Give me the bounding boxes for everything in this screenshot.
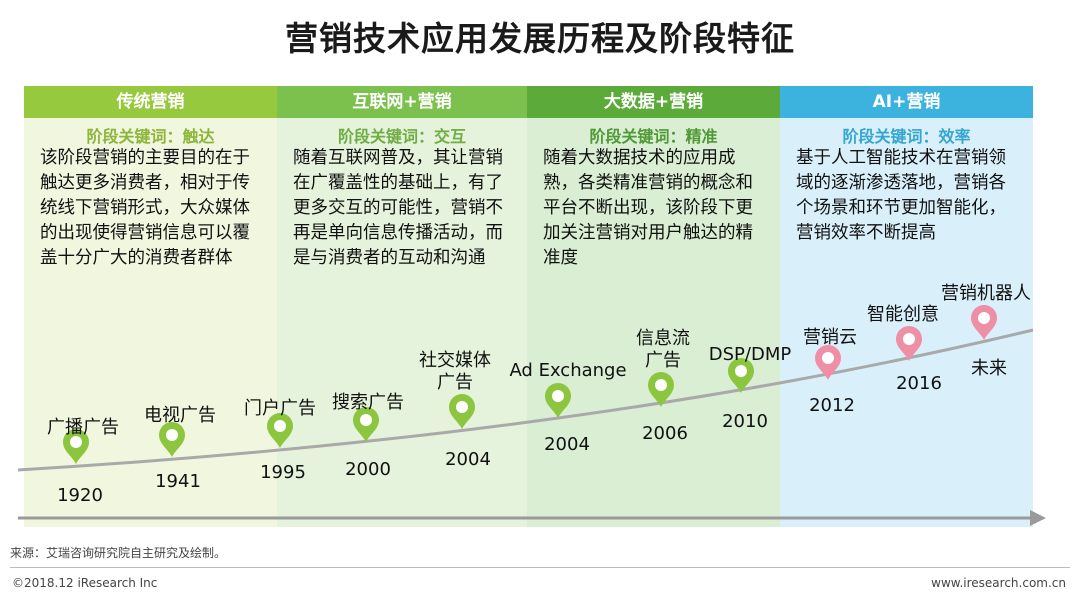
stage-header: 大数据+营销 — [527, 86, 780, 118]
milestone-markers — [63, 305, 997, 464]
map-pin-dot — [903, 333, 915, 345]
map-pin-dot — [552, 390, 564, 402]
milestone-year: 未来 — [971, 358, 1007, 379]
stage-panel-internet: 互联网+营销 阶段关键词：交互 随着互联网普及，其让营销在广覆盖性的基础上，有了… — [277, 86, 527, 527]
copyright-text: ©2018.12 iResearch Inc — [12, 576, 158, 590]
map-pin-dot — [166, 429, 178, 441]
stage-header: AI+营销 — [780, 86, 1033, 118]
stage-keyword: 阶段关键词：效率 — [842, 127, 971, 146]
time-axis-arrowhead — [1030, 510, 1046, 526]
page-title: 营销技术应用发展历程及阶段特征 — [285, 19, 795, 58]
stage-description: 随着大数据技术的应用成熟，各类精准营销的概念和平台不断出现，该阶段下更加关注营销… — [543, 148, 753, 268]
milestone-name: 营销云 — [803, 327, 857, 348]
growth-curve — [17, 328, 1034, 472]
milestone-name: 营销机器人 — [941, 283, 1031, 304]
milestone-year: 2000 — [345, 459, 391, 480]
milestone-name: 广播广告 — [47, 417, 119, 438]
stage-description: 基于人工智能技术在营销领域的逐渐渗透落地，营销各个场景和环节更加智能化，营销效率… — [796, 148, 1006, 243]
milestone-name: 搜索广告 — [332, 392, 404, 413]
milestone-year: 2004 — [544, 434, 590, 455]
website-link[interactable]: www.iresearch.com.cn — [931, 576, 1066, 590]
stage-panel-bigdata: 大数据+营销 阶段关键词：精准 随着大数据技术的应用成熟，各类精准营销的概念和平… — [527, 86, 780, 527]
stage-keyword: 阶段关键词：精准 — [589, 127, 718, 146]
milestone-year: 2010 — [722, 411, 768, 432]
milestone-year: 1920 — [57, 485, 103, 506]
milestone-year: 1941 — [155, 471, 201, 492]
milestone-year: 2004 — [445, 449, 491, 470]
source-note: 来源：艾瑞咨询研究院自主研究及绘制。 — [10, 546, 227, 560]
map-pin-dot — [456, 401, 468, 413]
footer-divider — [10, 567, 1070, 568]
milestone-year: 2012 — [809, 395, 855, 416]
map-pin-dot — [274, 420, 286, 432]
map-pin-dot — [360, 414, 372, 426]
stage-description: 随着互联网普及，其让营销在广覆盖性的基础上，有了更多交互的可能性，营销不再是单向… — [293, 148, 503, 268]
milestone-year: 1995 — [260, 462, 306, 483]
map-pin-dot — [822, 352, 834, 364]
map-pin-dot — [70, 436, 82, 448]
stage-keyword: 阶段关键词：触达 — [86, 127, 215, 146]
stage-keyword: 阶段关键词：交互 — [337, 127, 466, 146]
milestone-year: 2006 — [642, 423, 688, 444]
stage-description: 该阶段营销的主要目的在于触达更多消费者，相对于传统线下营销形式，大众媒体的出现使… — [40, 148, 250, 268]
stage-header: 互联网+营销 — [277, 86, 527, 118]
milestone-name: 电视广告 — [144, 405, 216, 426]
map-pin-dot — [735, 365, 747, 377]
milestone-name: 社交媒体 广告 — [419, 350, 491, 393]
milestone-name: 智能创意 — [867, 304, 939, 325]
milestone-name: 信息流 广告 — [636, 328, 690, 371]
stage-panel-ai: AI+营销 阶段关键词：效率 基于人工智能技术在营销领域的逐渐渗透落地，营销各个… — [780, 86, 1033, 527]
milestone-name: 门户广告 — [244, 398, 316, 419]
milestone-name: Ad Exchange — [509, 360, 627, 381]
stage-header: 传统营销 — [24, 86, 277, 118]
map-pin-dot — [978, 312, 990, 324]
map-pin-dot — [655, 379, 667, 391]
milestone-name: DSP/DMP — [708, 344, 792, 365]
milestone-year: 2016 — [896, 373, 942, 394]
stage-panel-traditional: 传统营销 阶段关键词：触达 该阶段营销的主要目的在于触达更多消费者，相对于传统线… — [24, 86, 277, 527]
